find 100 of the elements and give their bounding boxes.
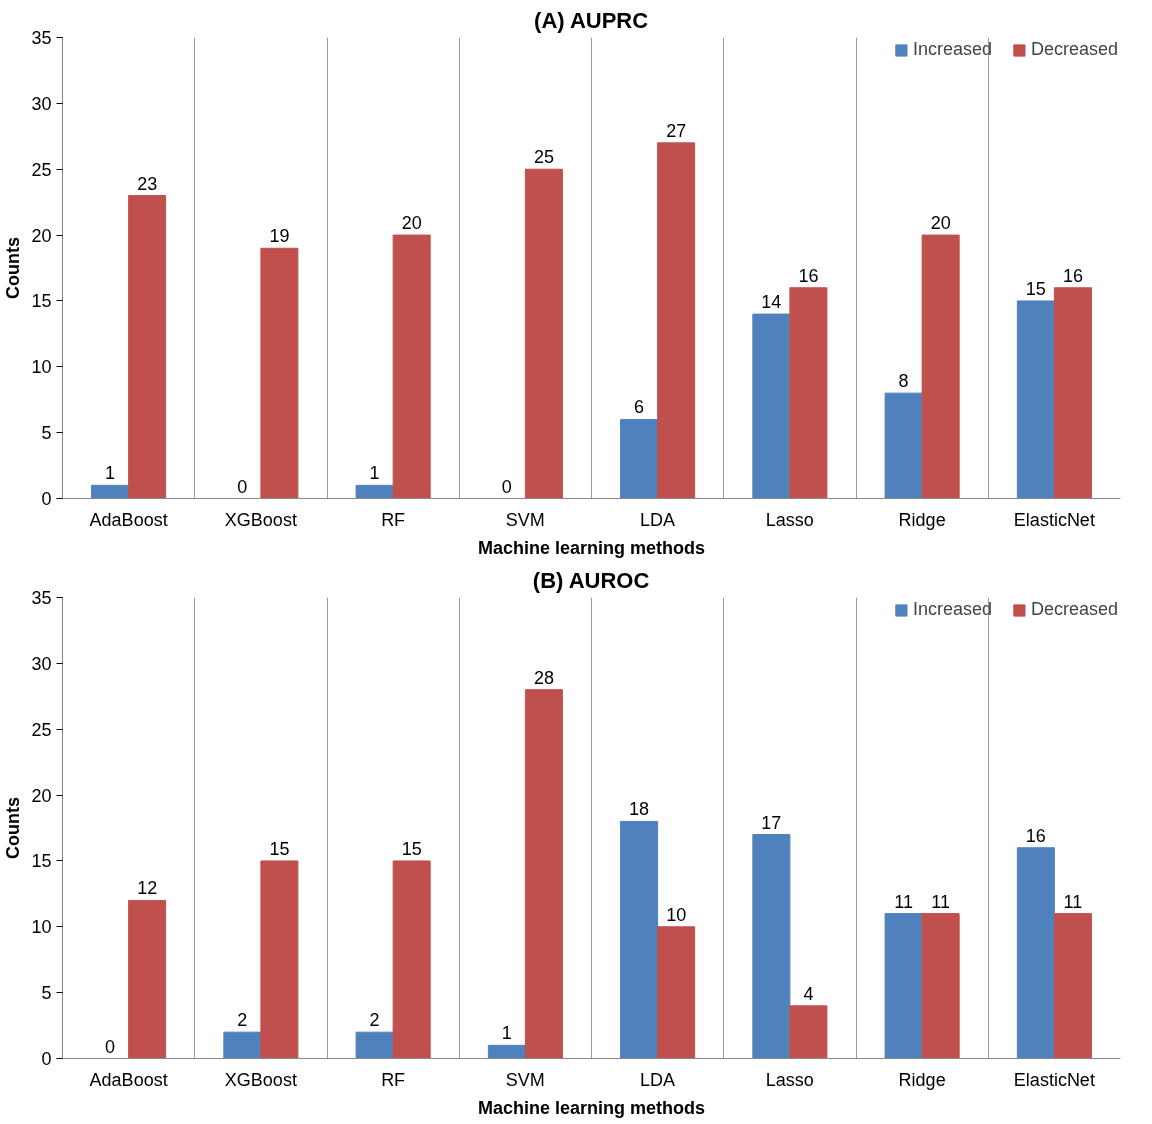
y-tick-label: 10: [31, 357, 52, 378]
bar: [355, 1031, 394, 1059]
data-label: 20: [401, 213, 422, 234]
x-tick-label: Ridge: [898, 509, 946, 530]
bar: [355, 484, 394, 499]
data-label: 16: [798, 265, 819, 286]
data-label: 18: [629, 799, 650, 820]
chart-title: (A) AUPRC: [534, 7, 649, 33]
x-tick-label: SVM: [505, 1069, 545, 1090]
x-tick-label: SVM: [505, 509, 545, 530]
y-tick-label: 35: [31, 588, 52, 608]
bar: [657, 142, 696, 499]
bar: [128, 195, 167, 499]
legend-label: Decreased: [1030, 39, 1118, 60]
y-tick-label: 0: [41, 489, 52, 509]
y-tick-label: 15: [31, 291, 52, 312]
bar: [260, 247, 299, 499]
bar: [392, 860, 431, 1059]
data-label: 4: [803, 983, 814, 1004]
y-tick-label: 5: [41, 983, 52, 1004]
data-label: 11: [931, 891, 950, 912]
x-axis-title: Machine learning methods: [477, 1097, 706, 1118]
bar: [620, 418, 659, 499]
x-tick-label: ElasticNet: [1013, 1069, 1095, 1090]
y-tick-label: 30: [31, 93, 52, 114]
data-label: 20: [930, 213, 951, 234]
bar: [657, 926, 696, 1059]
data-label: 25: [533, 147, 554, 168]
bar: [1016, 300, 1055, 499]
y-tick-label: 5: [41, 423, 52, 444]
data-label: 1: [501, 1023, 512, 1044]
bar: [1053, 913, 1092, 1059]
data-label: 12: [137, 878, 158, 899]
y-axis-title: Counts: [3, 236, 24, 299]
bar: [789, 1005, 828, 1059]
y-tick-label: 0: [41, 1049, 52, 1069]
bar: [128, 899, 167, 1059]
x-tick-label: Lasso: [765, 1069, 814, 1090]
x-tick-label: LDA: [640, 1069, 676, 1090]
x-tick-label: XGBoost: [224, 509, 297, 530]
x-tick-label: Ridge: [898, 1069, 946, 1090]
y-tick-label: 30: [31, 653, 52, 674]
bar: [1053, 287, 1092, 499]
bar: [392, 234, 431, 499]
data-label: 6: [634, 397, 645, 418]
y-tick-label: 15: [31, 851, 52, 872]
y-tick-label: 35: [31, 28, 52, 48]
bar: [921, 234, 960, 499]
y-axis-title: Counts: [3, 796, 24, 859]
x-axis-title: Machine learning methods: [477, 537, 706, 558]
legend-label: Increased: [912, 39, 992, 60]
data-label: 15: [1025, 278, 1046, 299]
bar: [752, 313, 791, 499]
y-tick-label: 25: [31, 719, 52, 740]
bar: [524, 689, 563, 1059]
y-tick-label: 10: [31, 917, 52, 938]
bar: [884, 392, 923, 499]
data-label: 1: [105, 463, 116, 484]
bar: [1016, 847, 1055, 1059]
data-label: 28: [533, 667, 554, 688]
bar: [260, 860, 299, 1059]
bar: [789, 287, 828, 499]
data-label: 14: [761, 292, 782, 313]
bar: [752, 834, 791, 1059]
data-label: 11: [1063, 891, 1083, 912]
data-label: 15: [401, 838, 422, 859]
legend-label: Increased: [912, 599, 992, 620]
data-label: 27: [666, 120, 687, 141]
x-tick-label: ElasticNet: [1013, 509, 1095, 530]
data-label: 17: [761, 812, 782, 833]
legend-label: Decreased: [1030, 599, 1118, 620]
data-label: 16: [1025, 825, 1046, 846]
data-label: 15: [269, 838, 290, 859]
x-tick-label: AdaBoost: [89, 1069, 168, 1090]
y-tick-label: 25: [31, 159, 52, 180]
data-label: 10: [666, 904, 687, 925]
data-label: 11: [894, 891, 913, 912]
bar: [921, 913, 960, 1059]
x-tick-label: RF: [381, 1069, 406, 1090]
x-tick-label: XGBoost: [224, 1069, 297, 1090]
x-tick-label: Lasso: [765, 509, 814, 530]
bar: [223, 1031, 262, 1059]
bar: [884, 913, 923, 1059]
data-label: 2: [237, 1010, 248, 1031]
data-label: 23: [137, 173, 158, 194]
data-label: 16: [1062, 265, 1083, 286]
data-label: 19: [269, 226, 290, 247]
bar: [487, 1044, 526, 1059]
data-label: 0: [237, 476, 248, 497]
x-tick-label: AdaBoost: [89, 509, 168, 530]
y-tick-label: 20: [31, 785, 52, 806]
chart-title: (B) AUROC: [532, 567, 650, 593]
data-label: 2: [369, 1010, 380, 1031]
bar: [91, 484, 130, 499]
bar: [620, 820, 659, 1059]
data-label: 8: [898, 371, 909, 392]
data-label: 1: [369, 463, 380, 484]
x-tick-label: RF: [381, 509, 406, 530]
x-tick-label: LDA: [640, 509, 676, 530]
data-label: 0: [105, 1036, 116, 1057]
